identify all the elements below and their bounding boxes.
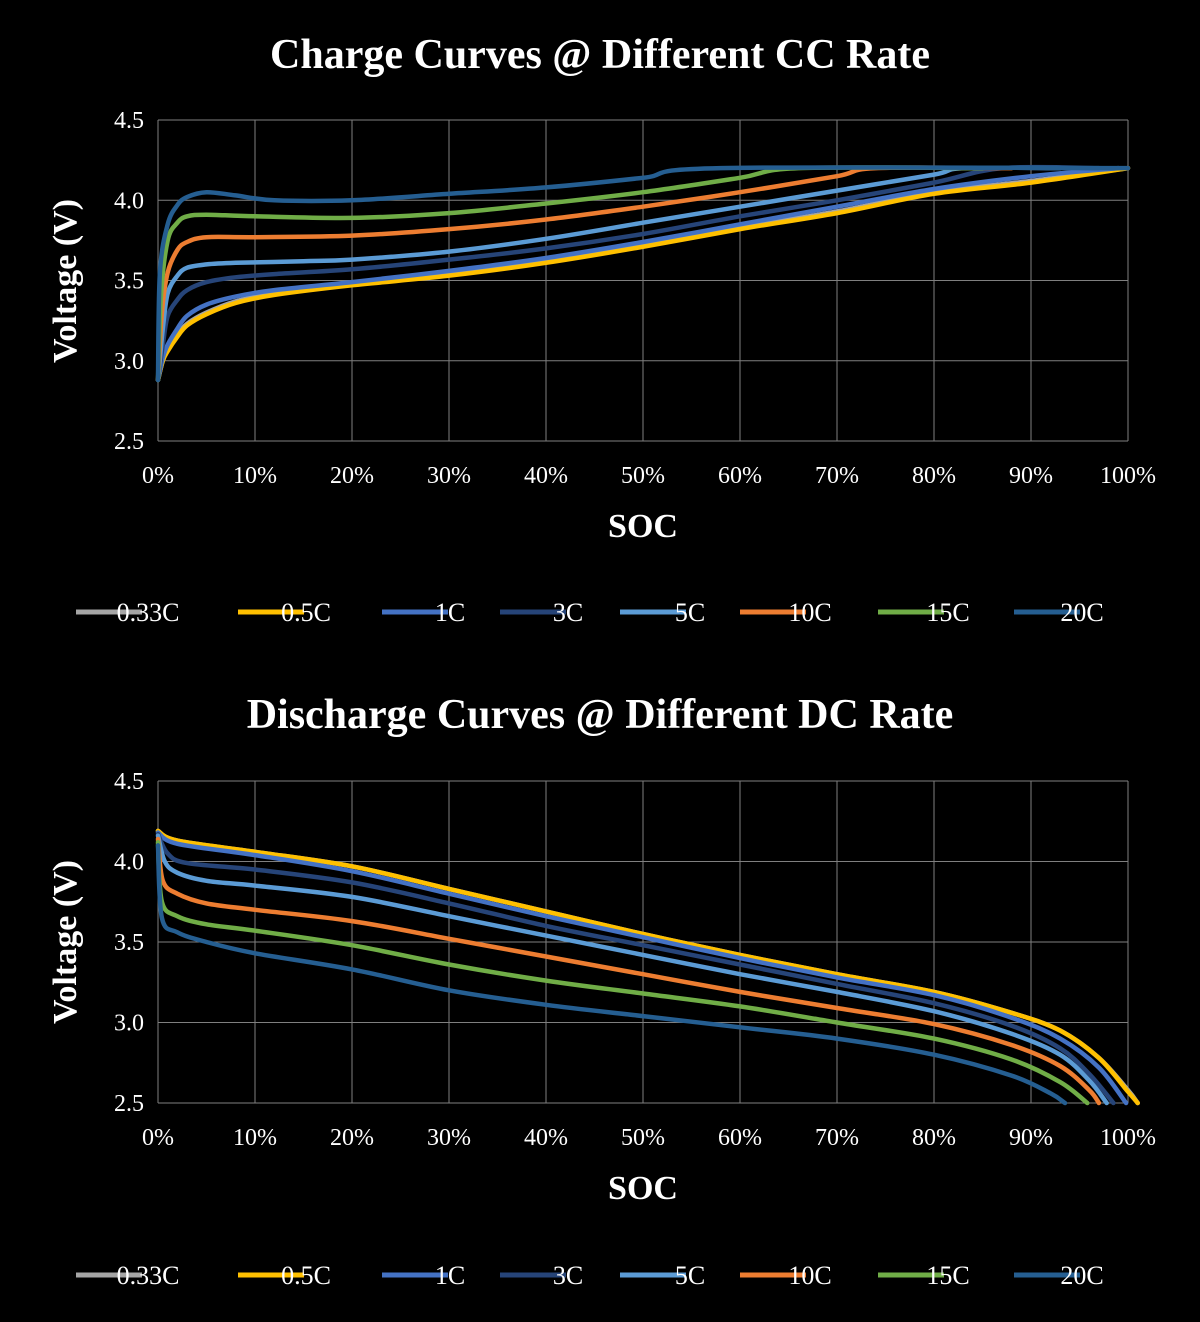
series-line-10C xyxy=(155,165,1014,383)
legend-label-10C: 10C xyxy=(788,1261,831,1290)
x-tick-label: 30% xyxy=(427,1125,471,1151)
charge-x-axis-title: SOC xyxy=(608,508,678,545)
y-tick-label: 4.0 xyxy=(114,850,144,876)
x-tick-label: 40% xyxy=(524,1125,568,1151)
x-tick-label: 20% xyxy=(330,463,374,489)
charge-grid xyxy=(157,119,1129,442)
series-line-10C xyxy=(155,836,1102,1106)
x-tick-label: 10% xyxy=(233,1125,277,1151)
x-tick-label: 80% xyxy=(912,463,956,489)
discharge-x-ticks: 0% 10% 20% 30% 40% 50% 60% 70% 80% 90% 100% xyxy=(142,1125,1156,1151)
x-tick-label: 40% xyxy=(524,463,568,489)
legend-label-5C: 5C xyxy=(675,598,705,627)
series-line-1C xyxy=(155,165,1121,383)
discharge-curves xyxy=(155,828,1140,1106)
charge-x-ticks: 0% 10% 20% 30% 40% 50% 60% 70% 80% 90% 100% xyxy=(142,463,1156,489)
series-line-15C xyxy=(155,839,1090,1106)
series-line-20C xyxy=(155,165,1131,383)
legend-label-10C: 10C xyxy=(788,598,831,627)
legend-label-0.5C: 0.5C xyxy=(281,1261,331,1290)
x-tick-label: 100% xyxy=(1100,463,1156,489)
series-line-5C xyxy=(155,833,1109,1106)
legend-label-20C: 20C xyxy=(1060,598,1103,627)
x-tick-label: 0% xyxy=(142,1125,174,1151)
y-tick-label: 2.5 xyxy=(114,1091,144,1117)
discharge-x-axis-title: SOC xyxy=(608,1170,678,1207)
legend-label-0.33C: 0.33C xyxy=(117,598,180,627)
charge-y-axis-title: Voltage (V) xyxy=(47,199,84,363)
charge-curves xyxy=(155,164,1131,383)
series-line-15C xyxy=(155,165,985,383)
x-tick-label: 90% xyxy=(1009,463,1053,489)
x-tick-label: 70% xyxy=(815,1125,859,1151)
y-tick-label: 4.5 xyxy=(114,769,144,795)
y-tick-label: 4.5 xyxy=(114,108,144,134)
charge-y-ticks: 2.5 3.0 3.5 4.0 4.5 xyxy=(114,108,144,455)
y-tick-label: 3.0 xyxy=(114,349,144,375)
legend-label-3C: 3C xyxy=(553,598,583,627)
series-line-0.5C xyxy=(155,828,1140,1106)
discharge-chart: Discharge Curves @ Different DC Rate 2.5… xyxy=(47,692,1156,1290)
series-line-5C xyxy=(155,165,1063,383)
x-tick-label: 20% xyxy=(330,1125,374,1151)
x-tick-label: 50% xyxy=(621,463,665,489)
y-tick-label: 3.0 xyxy=(114,1011,144,1037)
legend-label-5C: 5C xyxy=(675,1261,705,1290)
y-tick-label: 2.5 xyxy=(114,429,144,455)
y-tick-label: 3.5 xyxy=(114,269,144,295)
legend-label-1C: 1C xyxy=(435,1261,465,1290)
charge-legend: 0.33C 0.5C 1C 3C 5C 10C 15C 20C xyxy=(76,598,1104,627)
series-line-20C xyxy=(155,843,1068,1106)
series-line-3C xyxy=(155,831,1116,1106)
x-tick-label: 0% xyxy=(142,463,174,489)
discharge-y-axis-title: Voltage (V) xyxy=(47,860,84,1024)
y-tick-label: 3.5 xyxy=(114,930,144,956)
discharge-grid xyxy=(157,780,1129,1104)
x-tick-label: 50% xyxy=(621,1125,665,1151)
x-tick-label: 70% xyxy=(815,463,859,489)
charge-chart: Charge Curves @ Different CC Rate 2.5 3.0… xyxy=(47,32,1156,627)
legend-label-15C: 15C xyxy=(926,598,969,627)
x-tick-label: 100% xyxy=(1100,1125,1156,1151)
charge-chart-title: Charge Curves @ Different CC Rate xyxy=(270,32,930,78)
discharge-y-ticks: 2.5 3.0 3.5 4.0 4.5 xyxy=(114,769,144,1117)
x-tick-label: 10% xyxy=(233,463,277,489)
x-tick-label: 60% xyxy=(718,1125,762,1151)
legend-label-0.33C: 0.33C xyxy=(117,1261,180,1290)
legend-label-3C: 3C xyxy=(553,1261,583,1290)
series-line-0.33C xyxy=(155,828,1140,1106)
legend-label-1C: 1C xyxy=(435,598,465,627)
discharge-legend: 0.33C 0.5C 1C 3C 5C 10C 15C 20C xyxy=(76,1261,1104,1290)
x-tick-label: 80% xyxy=(912,1125,956,1151)
legend-label-15C: 15C xyxy=(926,1261,969,1290)
x-tick-label: 90% xyxy=(1009,1125,1053,1151)
x-tick-label: 30% xyxy=(427,463,471,489)
series-line-3C xyxy=(155,164,1102,383)
discharge-chart-title: Discharge Curves @ Different DC Rate xyxy=(247,692,954,738)
legend-label-20C: 20C xyxy=(1060,1261,1103,1290)
legend-label-0.5C: 0.5C xyxy=(281,598,331,627)
series-line-1C xyxy=(155,830,1129,1106)
y-tick-label: 4.0 xyxy=(114,188,144,214)
series-line-0.5C xyxy=(155,165,1131,383)
x-tick-label: 60% xyxy=(718,463,762,489)
